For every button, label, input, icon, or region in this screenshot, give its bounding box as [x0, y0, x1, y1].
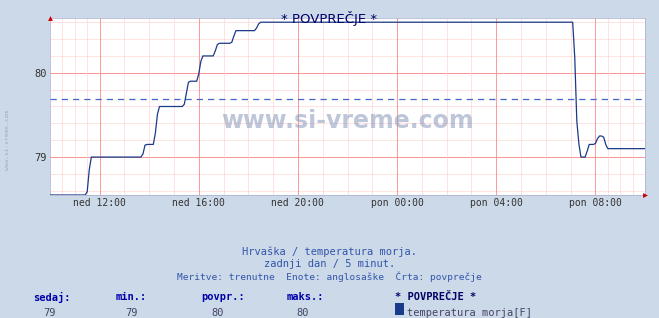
Text: Meritve: trenutne  Enote: anglosaške  Črta: povprečje: Meritve: trenutne Enote: anglosaške Črta…	[177, 272, 482, 282]
Text: 80: 80	[297, 308, 309, 318]
Text: www.si-vreme.com: www.si-vreme.com	[5, 110, 11, 170]
Text: 79: 79	[125, 308, 138, 318]
Text: Hrvaška / temperatura morja.: Hrvaška / temperatura morja.	[242, 246, 417, 257]
Text: www.si-vreme.com: www.si-vreme.com	[221, 109, 474, 133]
Text: 79: 79	[43, 308, 55, 318]
Text: maks.:: maks.:	[287, 292, 324, 302]
Text: * POVPREČJE *: * POVPREČJE *	[395, 292, 476, 302]
Text: sedaj:: sedaj:	[33, 292, 71, 303]
Text: temperatura morja[F]: temperatura morja[F]	[407, 308, 532, 318]
Text: povpr.:: povpr.:	[201, 292, 244, 302]
Text: 80: 80	[211, 308, 223, 318]
Text: zadnji dan / 5 minut.: zadnji dan / 5 minut.	[264, 259, 395, 269]
Text: min.:: min.:	[115, 292, 146, 302]
Text: * POVPREČJE *: * POVPREČJE *	[281, 11, 378, 26]
